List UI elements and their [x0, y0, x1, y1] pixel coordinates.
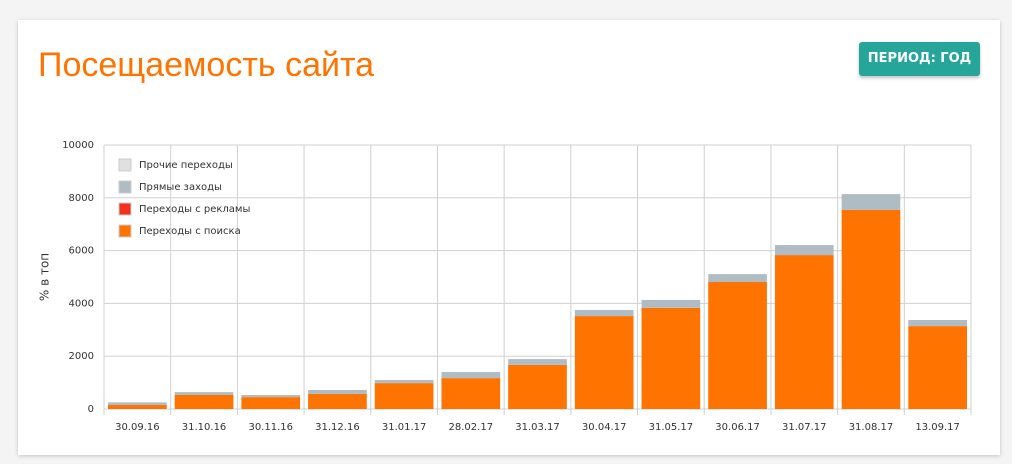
bar-segment: [308, 393, 367, 409]
bar-segment: [641, 307, 701, 409]
bar-segment: [241, 397, 301, 409]
x-tick-label: 13.09.17: [915, 422, 960, 433]
legend-swatch: [118, 158, 132, 172]
x-tick-label: 31.03.17: [515, 422, 560, 433]
bar-segment: [508, 359, 567, 365]
x-tick-label: 31.07.17: [782, 422, 827, 433]
y-tick-label: 2000: [69, 351, 94, 362]
y-tick-label: 4000: [69, 298, 94, 309]
legend-swatch: [118, 224, 132, 238]
legend-label: Прочие переходы: [139, 160, 233, 171]
legend-swatch: [118, 202, 132, 216]
bar-segment: [641, 299, 701, 308]
bar-segment: [441, 378, 501, 409]
x-tick-label: 31.12.16: [315, 422, 360, 433]
bar-segment: [374, 383, 434, 409]
period-button[interactable]: ПЕРИОД: ГОД: [859, 42, 980, 76]
x-tick-label: 31.10.16: [182, 422, 227, 433]
y-tick-label: 10000: [62, 140, 94, 151]
y-axis-label: % в топ: [38, 253, 52, 301]
bar-segment: [841, 194, 901, 210]
bar-segment: [574, 316, 634, 409]
legend-label: Переходы с рекламы: [139, 204, 250, 215]
bar-segment: [108, 405, 167, 409]
x-tick-label: 30.11.16: [248, 422, 293, 433]
bar-segment: [241, 395, 301, 398]
x-tick-label: 30.04.17: [582, 422, 627, 433]
bar-segment: [441, 372, 501, 379]
legend-label: Переходы с поиска: [139, 226, 241, 237]
bar-segment: [908, 326, 967, 409]
bar-segment: [308, 389, 367, 394]
bar-segment: [774, 245, 834, 256]
x-tick-label: 31.01.17: [382, 422, 427, 433]
x-tick-label: 31.08.17: [849, 422, 894, 433]
bar-segment: [174, 392, 234, 396]
legend-label: Прямые заходы: [139, 182, 222, 193]
bar-segment: [708, 274, 767, 283]
y-tick-label: 6000: [69, 246, 94, 257]
x-tick-label: 28.02.17: [449, 422, 494, 433]
x-tick-label: 30.06.17: [715, 422, 760, 433]
x-tick-label: 31.05.17: [649, 422, 694, 433]
bar-segment: [174, 395, 234, 409]
bar-segment: [374, 379, 434, 384]
y-tick-label: 8000: [69, 193, 94, 204]
chart-title: Посещаемость сайта: [38, 46, 375, 84]
bar-segment: [108, 402, 167, 406]
bar-segment: [841, 209, 901, 409]
bar-segment: [908, 320, 967, 327]
bar-segment: [774, 255, 834, 409]
x-tick-label: 30.09.16: [115, 422, 160, 433]
bar-segment: [574, 310, 634, 317]
y-tick-label: 0: [88, 404, 94, 415]
bar-segment: [508, 364, 567, 409]
legend-swatch: [118, 180, 132, 194]
bar-segment: [708, 282, 767, 409]
